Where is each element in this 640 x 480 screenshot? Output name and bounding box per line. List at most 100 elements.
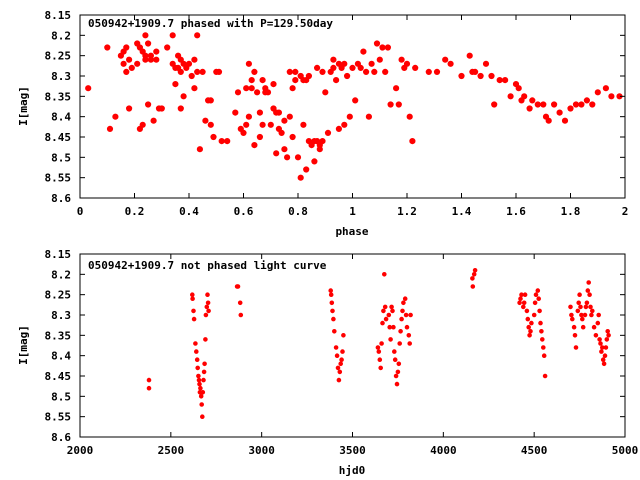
data-point [206, 308, 211, 314]
data-point [292, 68, 299, 76]
data-point [531, 312, 537, 318]
data-point [392, 357, 398, 363]
data-point [380, 320, 385, 326]
data-point [389, 304, 394, 310]
data-point [354, 60, 361, 67]
data-point [191, 56, 198, 63]
data-point [328, 288, 334, 293]
data-point [412, 64, 419, 72]
data-point [602, 85, 610, 92]
x-tick-label: 1 [349, 205, 356, 218]
data-point [395, 369, 401, 375]
x-tick-label: 2000 [67, 444, 94, 457]
data-point [224, 138, 231, 145]
data-point [387, 324, 393, 330]
data-point [379, 341, 384, 346]
data-point [331, 316, 336, 322]
data-point [349, 64, 356, 72]
data-point [569, 312, 574, 318]
data-point [198, 394, 204, 399]
data-point [589, 312, 594, 318]
data-point [142, 32, 149, 39]
data-point [153, 48, 160, 55]
data-point [575, 308, 581, 314]
data-point [363, 68, 370, 76]
data-point [234, 89, 242, 96]
data-point [396, 361, 402, 367]
data-point [525, 316, 531, 322]
data-point [202, 117, 209, 124]
data-point [360, 48, 367, 55]
data-point [120, 60, 127, 67]
data-point [579, 312, 584, 318]
data-point [398, 329, 403, 334]
data-point [128, 64, 135, 72]
data-point [334, 353, 340, 359]
data-point [338, 361, 344, 367]
data-point [198, 385, 203, 391]
data-point [267, 121, 274, 128]
data-point [515, 85, 522, 92]
data-point [352, 97, 359, 104]
data-point [404, 324, 410, 330]
data-point [196, 377, 202, 383]
data-point [185, 60, 193, 67]
y-axis-label: I[mag] [17, 86, 30, 126]
data-point [332, 329, 337, 334]
y-tick-label: 8.15 [45, 9, 72, 22]
data-point [409, 138, 416, 145]
x-tick-label: 1.8 [561, 205, 581, 218]
x-tick-label: 0.2 [125, 205, 145, 218]
data-point [458, 72, 465, 80]
data-point [561, 117, 569, 124]
data-point [580, 324, 586, 330]
data-point [245, 60, 252, 67]
data-point [572, 333, 578, 338]
data-point [112, 113, 119, 120]
data-point [584, 300, 590, 306]
data-point [193, 341, 198, 346]
data-point [526, 324, 532, 330]
data-point [139, 121, 146, 128]
data-point [496, 77, 503, 84]
data-point [245, 113, 252, 120]
data-point [330, 56, 337, 63]
y-tick-label: 8.35 [45, 329, 72, 342]
data-point [393, 373, 399, 379]
data-points [146, 268, 611, 420]
data-point [126, 105, 133, 112]
data-point [529, 320, 534, 326]
data-point [591, 324, 597, 330]
data-point [392, 349, 397, 354]
y-tick-label: 8.25 [45, 50, 72, 63]
data-point [289, 85, 296, 92]
data-point [292, 77, 299, 84]
data-point [200, 390, 206, 395]
data-point [539, 329, 544, 334]
data-point [191, 85, 198, 92]
x-axis-ticks: 2000 2500 3000 3500 4000 4500 5000 [67, 254, 638, 457]
data-point [256, 109, 263, 116]
y-tick-label: 8.3 [51, 70, 71, 83]
data-point [597, 337, 602, 342]
y-tick-label: 8.4 [51, 350, 71, 363]
data-point [537, 308, 542, 314]
y-tick-label: 8.25 [45, 289, 72, 302]
data-point [403, 60, 411, 67]
data-point [210, 133, 217, 141]
data-point [408, 312, 413, 318]
data-point [275, 109, 282, 116]
data-point [407, 341, 413, 346]
data-point [237, 300, 243, 306]
data-point [600, 357, 606, 363]
data-point [333, 77, 340, 84]
x-tick-label: 0 [77, 205, 84, 218]
data-point [521, 304, 526, 310]
data-point [330, 308, 335, 314]
data-point [365, 113, 372, 120]
data-point [146, 377, 152, 383]
data-point [200, 414, 205, 420]
data-point [136, 44, 143, 51]
data-point [521, 93, 528, 100]
data-point [286, 68, 293, 76]
